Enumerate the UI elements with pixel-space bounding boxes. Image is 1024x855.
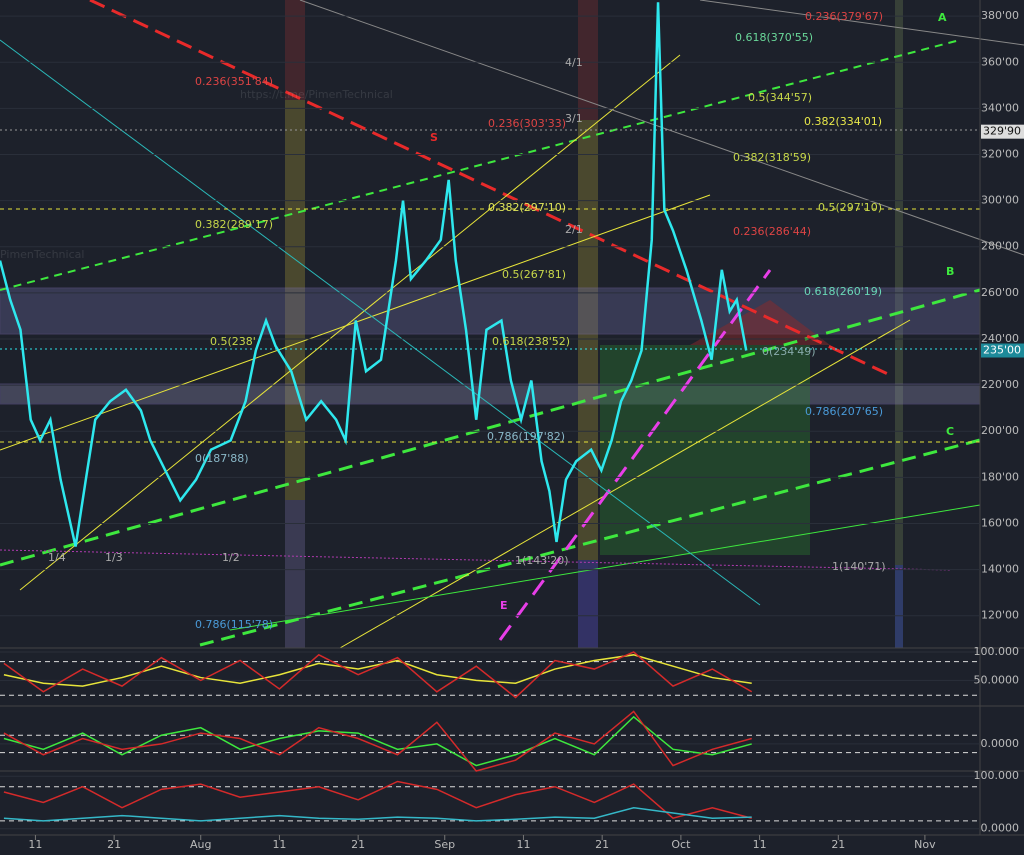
- trend-line: [498, 269, 772, 641]
- fib-label: 1/3: [105, 551, 123, 564]
- band: [285, 500, 305, 648]
- y-tick-label: 300'00: [981, 194, 1019, 207]
- series-line: [3, 710, 752, 772]
- x-tick-label: 21: [107, 838, 121, 851]
- y-tick-label: 50.0000: [974, 673, 1020, 686]
- fib-label: 0.382(297'10): [488, 201, 566, 214]
- series-line: [3, 654, 752, 687]
- y-tick-label: 100.000: [974, 645, 1020, 658]
- trend-line: [0, 39, 961, 291]
- y-tick-label: 120'00: [981, 609, 1019, 622]
- fib-label: 2/1: [565, 223, 583, 236]
- fib-label: 0.236(303'33): [488, 117, 566, 130]
- y-tick-label: 380'00: [981, 9, 1019, 22]
- fib-label: 0.236(379'67): [805, 10, 883, 23]
- series-line: [3, 780, 752, 820]
- y-tick-label: 360'00: [981, 55, 1019, 68]
- trend-line: [0, 288, 981, 567]
- x-tick-label: 11: [28, 838, 42, 851]
- fib-label: 0.618(260'19): [804, 285, 882, 298]
- y-tick-label: 340'00: [981, 101, 1019, 114]
- pattern-letter: E: [500, 599, 508, 612]
- fib-label: 0.382(289'17): [195, 218, 273, 231]
- y-tick-label: 240'00: [981, 332, 1019, 345]
- y-tick-label: 140'00: [981, 563, 1019, 576]
- series-line: [0, 2, 748, 547]
- watermark: PimenTechnical: [0, 248, 84, 261]
- x-tick-label: 21: [351, 838, 365, 851]
- x-tick-label: 11: [272, 838, 286, 851]
- zone: [600, 345, 810, 555]
- fib-label: 0.236(286'44): [733, 225, 811, 238]
- zone: [0, 383, 981, 405]
- trend-line: [199, 438, 981, 647]
- fib-label: 3/1: [565, 112, 583, 125]
- price-tag-label: 235'00: [983, 344, 1021, 357]
- fib-label: 1(140'71): [832, 560, 886, 573]
- fib-label: 0.5(267'81): [502, 268, 566, 281]
- fib-label: 0.236(351'84): [195, 75, 273, 88]
- series-line: [3, 651, 753, 699]
- y-tick-label: 200'00: [981, 424, 1019, 437]
- x-tick-label: 21: [595, 838, 609, 851]
- y-tick-label: 160'00: [981, 516, 1019, 529]
- fib-label: 0.5(344'57): [748, 91, 812, 104]
- y-tick-label: 0.0000: [981, 822, 1020, 835]
- watermark: https://t.me/PimenTechnical: [240, 88, 393, 101]
- y-tick-label: 260'00: [981, 286, 1019, 299]
- fib-label: 1/2: [222, 551, 240, 564]
- band: [578, 560, 598, 648]
- trend-line: [0, 39, 761, 606]
- fib-label: 0.382(318'59): [733, 151, 811, 164]
- fib-label: 0.786(207'65): [805, 405, 883, 418]
- series-line: [3, 715, 752, 767]
- band: [578, 120, 598, 560]
- series-line: [3, 806, 752, 822]
- fib-label: 1/4: [48, 551, 66, 564]
- x-tick-label: Aug: [190, 838, 211, 851]
- x-tick-label: Nov: [914, 838, 936, 851]
- trend-line: [19, 54, 681, 591]
- y-tick-label: 220'00: [981, 378, 1019, 391]
- x-tick-label: 11: [753, 838, 767, 851]
- band: [578, 0, 598, 648]
- fib-label: 0.786(197'82): [487, 430, 565, 443]
- price-tag-label: 329'90: [983, 125, 1021, 138]
- fib-label: 0.5(297'10): [818, 201, 882, 214]
- trend-line: [339, 319, 911, 649]
- y-tick-label: 0.0000: [981, 737, 1020, 750]
- pattern-letter: C: [946, 425, 954, 438]
- x-tick-label: 21: [831, 838, 845, 851]
- fib-label: 4/1: [565, 56, 583, 69]
- fib-label: 0(234'49): [762, 345, 816, 358]
- fib-label: 0.618(238'52): [492, 335, 570, 348]
- x-tick-label: Sep: [434, 838, 455, 851]
- y-tick-label: 180'00: [981, 470, 1019, 483]
- trend-line: [699, 0, 1024, 46]
- fib-label: 0.786(115'78): [195, 618, 273, 631]
- pattern-letter: A: [938, 11, 947, 24]
- band: [285, 0, 305, 648]
- band: [895, 565, 903, 648]
- fib-label: 0.5(238': [210, 335, 256, 348]
- x-tick-label: 11: [516, 838, 530, 851]
- fib-label: 0.618(370'55): [735, 31, 813, 44]
- price-tag: [981, 124, 1024, 139]
- y-tick-label: 100.000: [974, 769, 1020, 782]
- fib-label: 0(187'88): [195, 452, 249, 465]
- trend-line: [229, 504, 981, 631]
- pattern-letter: B: [946, 265, 954, 278]
- price-tag: [981, 343, 1024, 358]
- fib-label: 1(143'20): [515, 554, 569, 567]
- pattern-letter: S: [430, 131, 438, 144]
- fib-label: 0.382(334'01): [804, 115, 882, 128]
- y-tick-label: 320'00: [981, 148, 1019, 161]
- band: [895, 0, 903, 648]
- y-tick-label: 280'00: [981, 240, 1019, 253]
- x-tick-label: Oct: [671, 838, 691, 851]
